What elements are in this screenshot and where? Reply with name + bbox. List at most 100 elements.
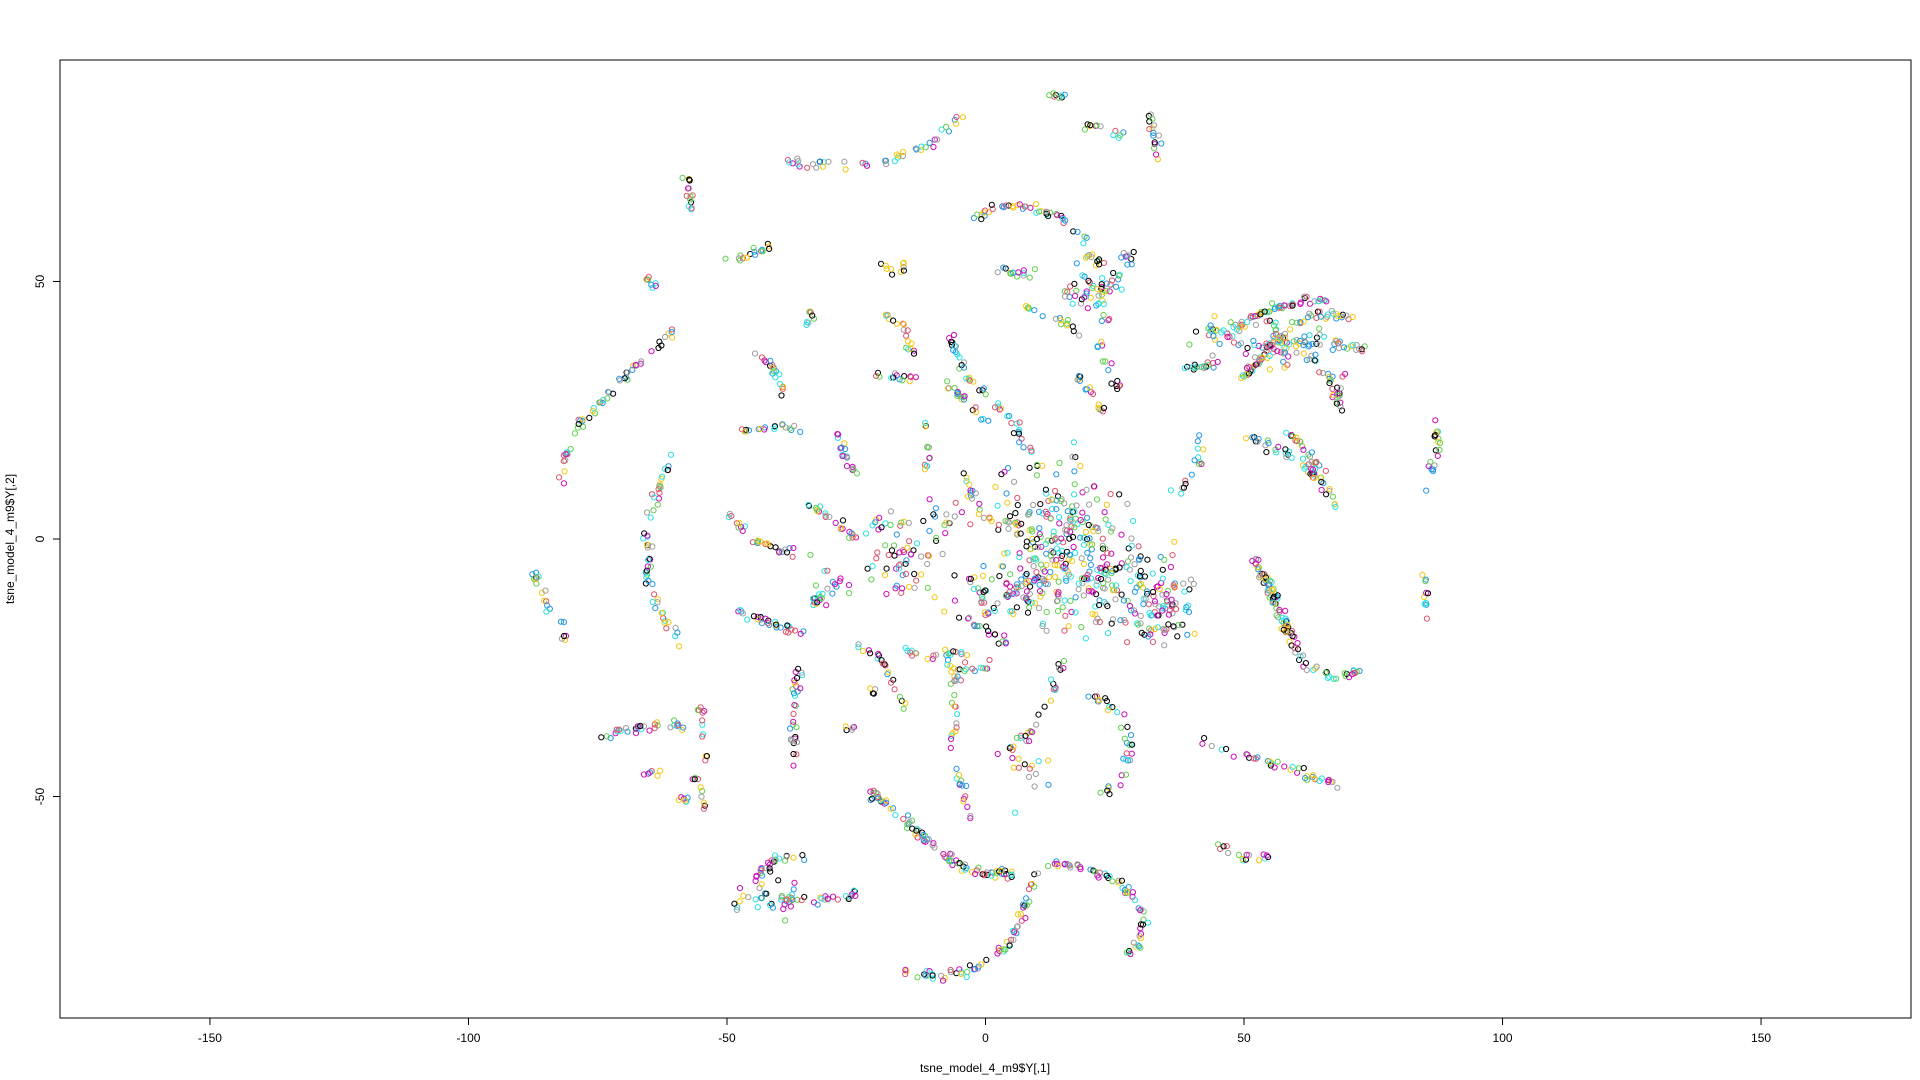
data-point xyxy=(1014,502,1021,509)
data-point xyxy=(910,350,918,357)
data-point xyxy=(965,376,972,383)
data-point xyxy=(1023,543,1030,550)
data-point xyxy=(950,347,957,354)
data-point xyxy=(825,158,832,165)
data-point xyxy=(654,772,661,779)
data-point xyxy=(1029,729,1036,736)
data-point xyxy=(966,377,973,384)
data-point xyxy=(1436,439,1444,447)
data-point xyxy=(1337,399,1344,406)
data-point xyxy=(1096,602,1103,609)
data-point xyxy=(1014,923,1021,930)
data-point xyxy=(1172,600,1179,607)
data-point xyxy=(979,572,987,580)
data-point xyxy=(867,796,874,804)
data-point xyxy=(1185,602,1192,609)
data-point xyxy=(1072,292,1079,299)
data-point xyxy=(1025,304,1032,311)
data-point xyxy=(1043,609,1050,616)
data-point xyxy=(954,393,961,400)
data-point xyxy=(1086,568,1093,575)
data-point xyxy=(1028,599,1035,606)
data-point xyxy=(926,454,933,461)
data-point xyxy=(1432,447,1439,454)
data-point xyxy=(812,582,820,589)
data-point xyxy=(1069,300,1076,307)
data-point xyxy=(1028,447,1035,454)
data-point xyxy=(1116,382,1124,389)
data-point xyxy=(881,572,889,579)
data-point xyxy=(1151,625,1159,633)
data-point xyxy=(1264,437,1271,444)
data-point xyxy=(970,586,978,593)
data-point xyxy=(1105,367,1112,374)
data-point xyxy=(758,620,766,627)
data-point xyxy=(777,624,784,631)
data-point xyxy=(947,744,954,752)
data-point xyxy=(900,267,908,274)
data-point xyxy=(990,604,997,612)
data-point xyxy=(1282,450,1289,457)
x-tick-label: -100 xyxy=(456,1031,480,1045)
data-point xyxy=(1012,509,1019,517)
data-point xyxy=(1124,639,1131,646)
data-point xyxy=(950,648,957,655)
data-point xyxy=(1026,464,1033,471)
data-point xyxy=(1105,317,1112,324)
data-point xyxy=(1069,453,1076,460)
data-point xyxy=(634,724,641,731)
data-point xyxy=(657,767,664,774)
data-point xyxy=(942,530,949,537)
data-point xyxy=(863,162,871,169)
data-point xyxy=(669,334,676,341)
data-point xyxy=(1138,906,1145,913)
data-point xyxy=(788,891,796,898)
data-point xyxy=(1333,675,1340,682)
data-point xyxy=(1274,348,1281,355)
data-point xyxy=(1157,553,1164,560)
data-point xyxy=(1006,513,1014,520)
data-point xyxy=(1124,723,1131,731)
data-point xyxy=(939,550,946,558)
data-point xyxy=(897,268,904,275)
data-point xyxy=(1098,281,1105,288)
data-point xyxy=(1130,518,1137,525)
data-point xyxy=(1124,890,1131,897)
data-point xyxy=(529,571,536,578)
data-point xyxy=(1123,563,1130,571)
data-point xyxy=(1311,357,1318,364)
data-point xyxy=(752,877,759,885)
data-point xyxy=(1284,621,1291,628)
data-point xyxy=(1087,122,1094,129)
data-point xyxy=(1300,446,1307,453)
data-point xyxy=(770,368,777,375)
data-point xyxy=(1335,392,1342,399)
data-point xyxy=(668,329,675,336)
data-point xyxy=(790,762,797,769)
data-point xyxy=(947,966,954,974)
data-point xyxy=(1316,325,1323,332)
data-point xyxy=(1052,685,1059,692)
data-point xyxy=(922,144,929,151)
data-point xyxy=(1315,298,1322,305)
data-point xyxy=(982,612,989,619)
data-point xyxy=(1137,930,1145,938)
data-point xyxy=(754,538,762,545)
data-point xyxy=(1054,863,1062,870)
data-point xyxy=(836,578,843,585)
data-point xyxy=(1103,561,1111,568)
data-point xyxy=(776,549,783,556)
data-point xyxy=(1146,625,1153,632)
data-point xyxy=(1180,580,1187,587)
data-point xyxy=(1422,578,1429,585)
data-point xyxy=(656,482,663,490)
data-point xyxy=(1026,738,1033,745)
data-point xyxy=(1265,440,1272,447)
data-point xyxy=(1077,516,1084,524)
data-point xyxy=(839,453,846,460)
data-point xyxy=(1033,201,1040,208)
data-point xyxy=(780,905,787,913)
data-point xyxy=(1097,789,1104,796)
data-point xyxy=(1434,452,1441,459)
data-point xyxy=(1106,288,1113,295)
